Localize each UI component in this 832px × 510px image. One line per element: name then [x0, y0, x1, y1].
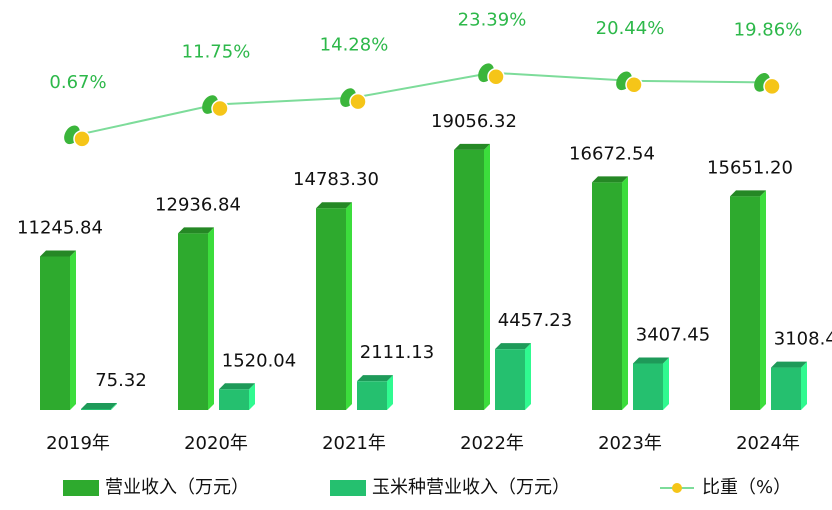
bar-side — [663, 357, 669, 410]
bar — [178, 233, 208, 410]
marker — [487, 67, 505, 86]
bar-top — [40, 250, 76, 257]
bar-top — [357, 375, 393, 382]
legend-label: 玉米种营业收入（万元） — [372, 477, 570, 498]
bar-top — [81, 402, 117, 409]
x-tick-label: 2020年 — [184, 433, 248, 454]
x-tick-label: 2022年 — [460, 433, 524, 454]
value-label: 4457.23 — [498, 310, 572, 331]
value-label: 3407.45 — [636, 324, 710, 345]
bar-top — [730, 190, 766, 197]
value-label: 3108.40 — [774, 329, 832, 350]
line — [77, 71, 769, 136]
value-label: 16672.54 — [569, 143, 655, 164]
bar-side — [622, 176, 628, 410]
legend-label: 比重（%） — [702, 477, 791, 498]
x-tick-label: 2019年 — [46, 433, 110, 454]
bar-side — [387, 375, 393, 410]
bar — [495, 349, 525, 410]
legend-swatch — [63, 480, 99, 496]
bar — [357, 381, 387, 410]
bar-side — [111, 402, 117, 410]
marker — [763, 77, 781, 96]
legend-marker — [672, 483, 682, 493]
value-label: 15651.20 — [707, 157, 793, 178]
marker — [211, 99, 229, 118]
value-label: 2111.13 — [360, 342, 434, 363]
value-label: 19.86% — [734, 19, 803, 40]
legend-swatch — [330, 480, 366, 496]
bar — [81, 408, 111, 410]
bar-side — [208, 227, 214, 410]
bar — [454, 149, 484, 410]
bar-top — [178, 227, 214, 234]
value-label: 20.44% — [596, 18, 665, 39]
bar-top — [771, 361, 807, 368]
bar-top — [633, 357, 669, 364]
value-label: 75.32 — [95, 370, 147, 391]
bar — [316, 208, 346, 410]
bar — [219, 389, 249, 410]
bar-side — [525, 343, 531, 410]
marker — [625, 76, 643, 94]
bar-side — [249, 383, 255, 410]
bar — [771, 367, 801, 410]
x-tick-label: 2024年 — [736, 433, 800, 454]
bar-side — [70, 250, 76, 410]
bar-top — [495, 343, 531, 350]
value-label: 11.75% — [182, 42, 251, 63]
bar-top — [219, 383, 255, 390]
x-tick-label: 2023年 — [598, 433, 662, 454]
value-label: 14783.30 — [293, 169, 379, 190]
marker — [349, 92, 367, 111]
value-label: 23.39% — [458, 10, 527, 31]
bar — [40, 256, 70, 410]
value-label: 1520.04 — [222, 350, 296, 371]
x-tick-label: 2021年 — [322, 433, 386, 454]
value-label: 0.67% — [49, 72, 106, 93]
marker — [73, 130, 91, 148]
bar — [633, 363, 663, 410]
legend-label: 营业收入（万元） — [105, 477, 249, 498]
value-label: 12936.84 — [155, 194, 241, 215]
bar-top — [592, 176, 628, 183]
bar-top — [316, 202, 352, 209]
bar-top — [454, 143, 490, 150]
value-label: 11245.84 — [17, 217, 103, 238]
bar-side — [801, 361, 807, 410]
bar-side — [484, 143, 490, 410]
value-label: 19056.32 — [431, 111, 517, 132]
bar — [592, 182, 622, 410]
bar — [730, 196, 760, 410]
value-label: 14.28% — [320, 35, 389, 56]
bar-side — [346, 202, 352, 410]
bar-side — [760, 190, 766, 410]
